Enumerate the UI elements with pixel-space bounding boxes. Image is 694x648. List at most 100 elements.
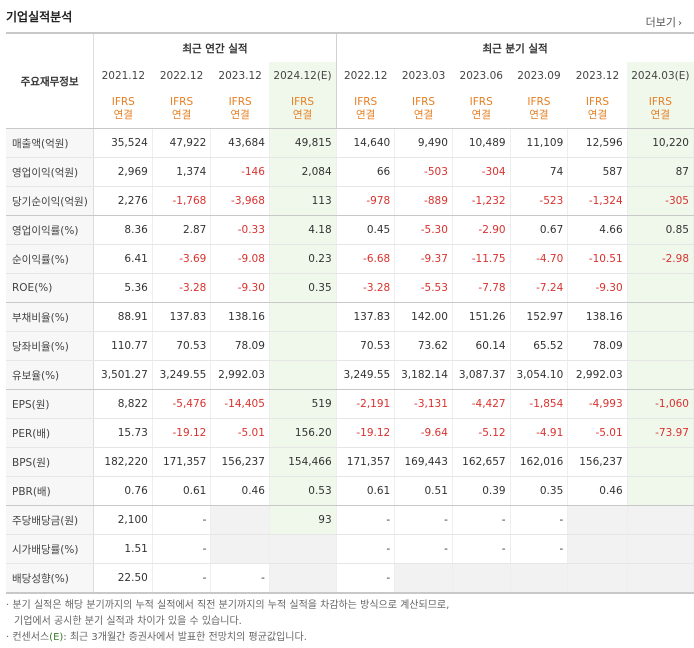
period-header: 2024.03(E): [627, 62, 694, 90]
table-cell: [394, 563, 453, 594]
table-cell: -19.12: [335, 418, 396, 448]
table-cell: 142.00: [394, 302, 453, 332]
table-cell: 8.36: [93, 215, 153, 245]
table-cell: -: [335, 505, 396, 535]
table-cell: 0.45: [335, 215, 396, 245]
footnotes: · 분기 실적은 해당 분기까지의 누적 실적에서 직전 분기까지의 누적 실적…: [6, 598, 449, 646]
table-cell: 2.87: [152, 215, 212, 245]
table-cell: 2,276: [93, 186, 153, 216]
table-cell: -0.33: [210, 215, 270, 245]
table-cell: -5,476: [152, 389, 212, 419]
table-cell: 10,220: [627, 128, 694, 158]
table-cell: -9.64: [394, 418, 453, 448]
header-label: 주요재무정보: [6, 32, 95, 129]
row-label: 당기순이익(억원): [6, 186, 95, 216]
table-cell: 162,016: [510, 447, 569, 477]
table-cell: 35,524: [93, 128, 153, 158]
consolidated-label: 연결: [529, 109, 549, 121]
table-cell: 2,969: [93, 157, 153, 187]
row-label: 주당배당금(원): [6, 505, 95, 535]
table-cell: -: [394, 534, 453, 564]
consolidated-label: 연결: [113, 109, 133, 121]
table-cell: -: [210, 563, 270, 594]
table-cell: [567, 534, 628, 564]
table-cell: -: [335, 563, 396, 594]
table-cell: 0.35: [510, 476, 569, 506]
table-cell: 66: [335, 157, 396, 187]
table-row: 영업이익(억원) 2,969 1,374 -146 2,084 66 -503 -304 74 5…: [6, 157, 694, 187]
table-cell: -14,405: [210, 389, 270, 419]
ifrs-header: IFRS 연결: [567, 90, 628, 129]
table-cell: 2,992.03: [567, 360, 628, 390]
footnote-1: · 분기 실적은 해당 분기까지의 누적 실적에서 직전 분기까지의 누적 실적…: [6, 600, 450, 611]
table-cell: -: [152, 505, 212, 535]
table-cell: -305: [627, 186, 694, 216]
row-label: 영업이익률(%): [6, 215, 95, 245]
table-cell: -: [335, 534, 396, 564]
table-cell: -: [452, 534, 511, 564]
table-cell: -6.68: [335, 244, 396, 274]
table-cell: 6.41: [93, 244, 153, 274]
row-label: 당좌비율(%): [6, 331, 95, 361]
table-cell: 70.53: [152, 331, 212, 361]
period-header: 2023.12: [218, 70, 262, 82]
header-row-groups: 주요재무정보 최근 연간 실적 최근 분기 실적: [6, 32, 694, 129]
consolidated-label: 연결: [587, 109, 608, 121]
table-cell: 171,357: [152, 447, 212, 477]
table-cell: -11.75: [452, 244, 511, 274]
table-cell: 78.09: [210, 331, 270, 361]
chevron-right-icon: ›: [678, 18, 682, 29]
table-cell: [627, 273, 694, 303]
ifrs-label: IFRS: [411, 96, 436, 108]
ifrs-header: IFRS 연결: [627, 90, 694, 129]
table-cell: 137.83: [335, 302, 396, 332]
ifrs-label: IFRS: [469, 96, 493, 108]
table-cell: -3,131: [394, 389, 453, 419]
table-cell: 65.52: [510, 331, 569, 361]
table-cell: 171,357: [335, 447, 396, 477]
table-cell: -10.51: [567, 244, 628, 274]
table-cell: -1,060: [627, 389, 694, 419]
table-cell: [567, 505, 628, 535]
footnote-1-cont: 기업에서 공시한 분기 실적과 차이가 있을 수 있습니다.: [14, 616, 242, 627]
ifrs-label: IFRS: [228, 96, 252, 108]
table-cell: -1,232: [452, 186, 511, 216]
table-row: 부채비율(%) 88.91 137.83 138.16 137.83 142.00 151.…: [6, 302, 694, 332]
ifrs-label: IFRS: [111, 96, 135, 108]
table-cell: 0.23: [269, 244, 337, 274]
table-cell: [269, 534, 337, 564]
table-cell: [452, 563, 511, 594]
table-cell: 0.46: [210, 476, 270, 506]
ifrs-header: IFRS 연결: [210, 90, 270, 129]
table-cell: 152.97: [510, 302, 569, 332]
row-label: 순이익률(%): [6, 244, 95, 274]
table-cell: -5.53: [394, 273, 453, 303]
row-label: 부채비율(%): [6, 302, 95, 332]
table-cell: 156,237: [210, 447, 270, 477]
table-cell: -978: [335, 186, 396, 216]
table-cell: -5.01: [210, 418, 270, 448]
ifrs-label: IFRS: [585, 96, 610, 108]
table-cell: 151.26: [452, 302, 511, 332]
table-cell: 154,466: [269, 447, 337, 477]
ifrs-header: IFRS 연결: [93, 90, 153, 129]
table-cell: 9,490: [394, 128, 453, 158]
period-header: 2023.09: [517, 70, 561, 82]
ifrs-header: IFRS 연결: [152, 90, 211, 129]
table-cell: [627, 563, 694, 594]
table-cell: 137.83: [152, 302, 212, 332]
table-cell: 0.61: [152, 476, 212, 506]
consolidated-label: 연결: [413, 109, 434, 121]
table-cell: 138.16: [210, 302, 270, 332]
table-cell: 138.16: [567, 302, 628, 332]
ifrs-label: IFRS: [648, 96, 672, 108]
table-cell: -9.30: [210, 273, 270, 303]
table-cell: [269, 563, 337, 594]
table-cell: -3.69: [152, 244, 212, 274]
table-cell: -1,854: [510, 389, 569, 419]
table-cell: -503: [394, 157, 453, 187]
table-cell: -: [452, 505, 511, 535]
more-link[interactable]: 더보기 ›: [646, 14, 682, 30]
table-cell: 4.18: [269, 215, 337, 245]
row-label: EPS(원): [6, 389, 95, 419]
